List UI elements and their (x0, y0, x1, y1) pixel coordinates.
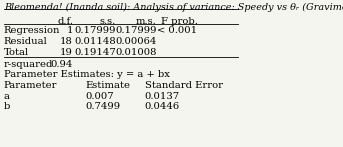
Text: 18: 18 (60, 37, 73, 46)
Text: 0.01008: 0.01008 (115, 48, 157, 57)
Text: 0.94: 0.94 (51, 60, 73, 69)
Text: a: a (4, 92, 10, 101)
Text: 0.01148: 0.01148 (74, 37, 116, 46)
Text: b: b (4, 102, 10, 111)
Text: Residual: Residual (4, 37, 48, 46)
Text: Bleomenda! (Inanda soil): Analysis of variance: Speedy vs θᵣ (Gravimetric): Bleomenda! (Inanda soil): Analysis of va… (4, 3, 343, 12)
Text: Parameter: Parameter (4, 81, 57, 90)
Text: 0.00064: 0.00064 (115, 37, 157, 46)
Text: 0.19147: 0.19147 (74, 48, 116, 57)
Text: 19: 19 (60, 48, 73, 57)
Text: < 0.001: < 0.001 (157, 26, 197, 35)
Text: F prob.: F prob. (161, 17, 197, 26)
Text: d.f.: d.f. (57, 17, 73, 26)
Text: 0.17999: 0.17999 (75, 26, 116, 35)
Text: m.s.: m.s. (136, 17, 157, 26)
Text: Regression: Regression (4, 26, 60, 35)
Text: Total: Total (4, 48, 29, 57)
Text: 0.7499: 0.7499 (85, 102, 120, 111)
Text: 0.0446: 0.0446 (145, 102, 180, 111)
Text: 0.007: 0.007 (85, 92, 114, 101)
Text: 0.17999: 0.17999 (115, 26, 157, 35)
Text: 1: 1 (67, 26, 73, 35)
Text: s.s.: s.s. (100, 17, 116, 26)
Text: r-squared: r-squared (4, 60, 53, 69)
Text: Standard Error: Standard Error (145, 81, 223, 90)
Text: Parameter Estimates: y = a + bx: Parameter Estimates: y = a + bx (4, 70, 170, 79)
Text: Estimate: Estimate (85, 81, 130, 90)
Text: 0.0137: 0.0137 (145, 92, 180, 101)
